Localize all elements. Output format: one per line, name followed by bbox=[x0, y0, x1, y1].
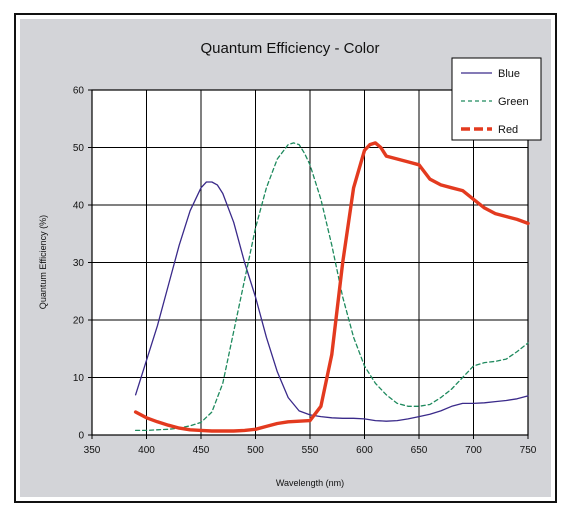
legend-label-blue: Blue bbox=[498, 68, 520, 80]
chart-title: Quantum Efficiency - Color bbox=[201, 40, 380, 57]
legend: Blue Green Red bbox=[451, 57, 542, 141]
legend-box bbox=[451, 57, 542, 141]
x-tick-label: 750 bbox=[520, 445, 537, 456]
x-tick-label: 400 bbox=[138, 445, 155, 456]
y-axis-title: Quantum Efficiency (%) bbox=[38, 215, 48, 309]
x-tick-label: 550 bbox=[302, 445, 319, 456]
x-tick-label: 350 bbox=[84, 445, 101, 456]
y-tick-label: 30 bbox=[73, 258, 85, 269]
plot-border bbox=[91, 89, 529, 436]
plot-area: 350 400 450 500 550 600 650 700 750 0 10 20 30 40 50 60 bbox=[73, 86, 537, 457]
x-tick-label: 450 bbox=[193, 445, 210, 456]
y-tick-label: 50 bbox=[73, 143, 85, 154]
legend-label-green: Green bbox=[498, 96, 529, 108]
x-tick-label: 600 bbox=[356, 445, 373, 456]
series-line-green bbox=[134, 142, 529, 432]
legend-label-red: Red bbox=[498, 124, 518, 136]
y-tick-label: 20 bbox=[73, 316, 85, 327]
x-tick-label: 500 bbox=[247, 445, 264, 456]
series-line-red bbox=[133, 141, 530, 433]
y-tick-label: 60 bbox=[73, 86, 85, 97]
x-axis-title: Wavelength (nm) bbox=[276, 478, 344, 488]
y-tick-label: 10 bbox=[73, 373, 85, 384]
series-line-blue bbox=[134, 181, 529, 422]
x-tick-label: 650 bbox=[411, 445, 428, 456]
y-tick-label: 40 bbox=[73, 201, 85, 212]
y-tick-label: 0 bbox=[78, 431, 84, 442]
x-tick-label: 700 bbox=[465, 445, 482, 456]
